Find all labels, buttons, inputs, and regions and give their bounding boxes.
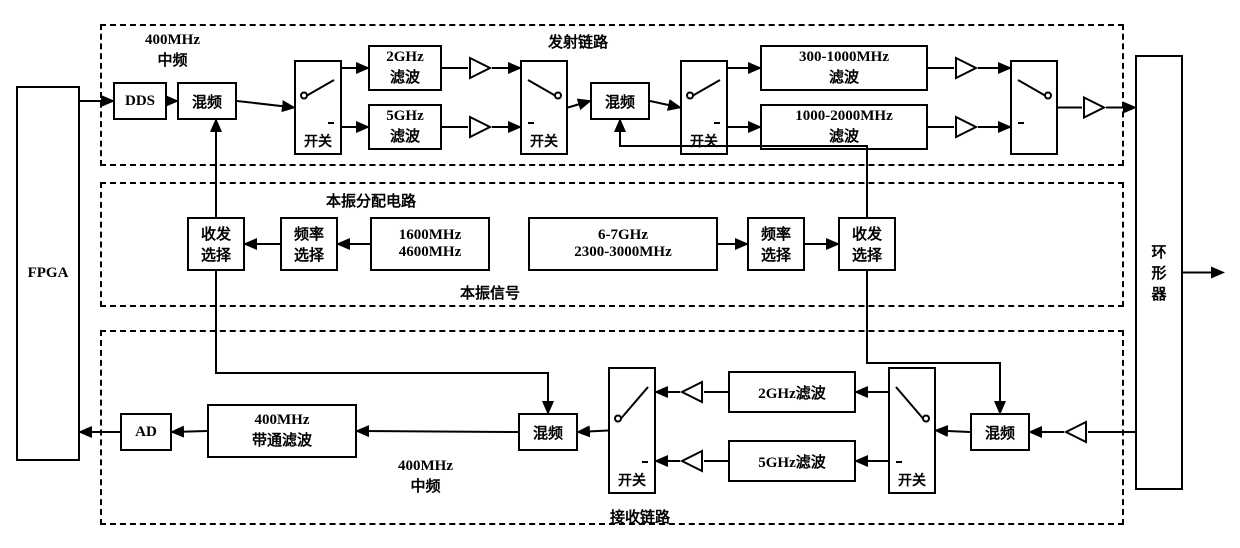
rx-bpf: 400MHz 带通滤波 (207, 404, 357, 458)
rx-filter-5g: 5GHz滤波 (728, 440, 856, 482)
trx-select-right: 收发 选择 (838, 217, 896, 271)
tx-if-label: 400MHz中频 (145, 32, 200, 70)
tx-section-label: 发射链路 (548, 31, 608, 52)
tx-switch-1: 开关 (294, 60, 342, 155)
tx-filter-band2: 1000-2000MHz 滤波 (760, 104, 928, 150)
tx-switch-2: 开关 (520, 60, 568, 155)
tx-mixer-2: 混频 (590, 82, 650, 120)
dds-block: DDS (113, 82, 167, 120)
lo-signal-label: 本振信号 (460, 282, 520, 303)
trx-select-left: 收发 选择 (187, 217, 245, 271)
freq-select-left: 频率 选择 (280, 217, 338, 271)
ad-block: AD (120, 413, 172, 451)
tx-mixer-1: 混频 (177, 82, 237, 120)
lo-source-1: 1600MHz 4600MHz (370, 217, 490, 271)
tx-filter-5g: 5GHz 滤波 (368, 104, 442, 150)
rx-mixer-1: 混频 (518, 413, 578, 451)
circulator-block: 环 形 器 (1135, 55, 1183, 490)
rx-switch-2: 开关 (888, 367, 936, 494)
rx-if-label: 400MHz中频 (398, 458, 453, 496)
tx-filter-band1: 300-1000MHz 滤波 (760, 45, 928, 91)
tx-switch-4 (1010, 60, 1058, 155)
tx-switch-3: 开关 (680, 60, 728, 155)
fpga-block: FPGA (16, 86, 80, 461)
freq-select-right: 频率 选择 (747, 217, 805, 271)
rx-switch-1: 开关 (608, 367, 656, 494)
tx-filter-2g: 2GHz 滤波 (368, 45, 442, 91)
rx-mixer-2: 混频 (970, 413, 1030, 451)
rx-section-label: 接收链路 (610, 506, 670, 527)
lo-section-label: 本振分配电路 (326, 190, 416, 211)
lo-source-2: 6-7GHz 2300-3000MHz (528, 217, 718, 271)
rx-filter-2g: 2GHz滤波 (728, 371, 856, 413)
